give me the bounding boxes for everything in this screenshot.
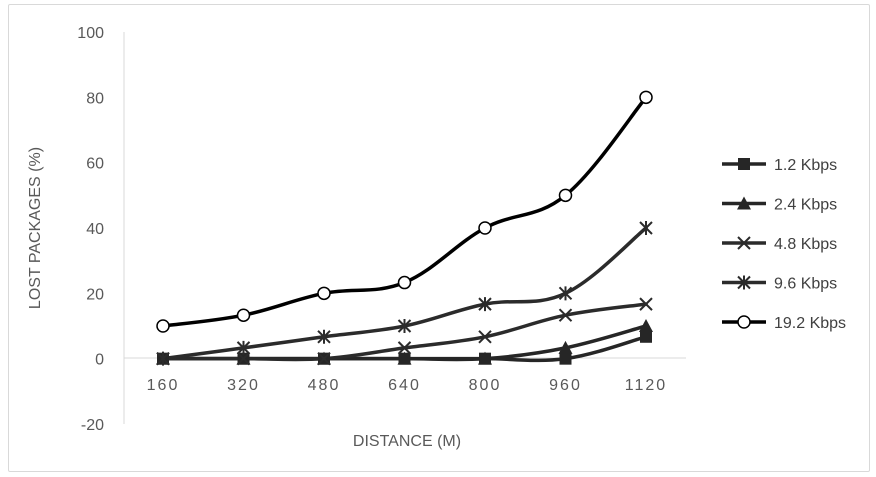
- series-line: [161, 95, 648, 328]
- x-tick-label: 640: [388, 377, 421, 394]
- y-tick-label: 100: [77, 25, 104, 42]
- y-tick-labels: 100 80 60 40 20 0 -20: [77, 25, 104, 434]
- x-tick-label: 160: [147, 377, 180, 394]
- x-tick-label: 960: [549, 377, 582, 394]
- data-point: [478, 221, 492, 235]
- data-point: [317, 329, 331, 344]
- data-point: [397, 351, 412, 365]
- data-point: [236, 340, 251, 355]
- legend: 1.2 Kbps 2.4 Kbps 4.8 Kbps 9.6 Kbps 19.2 Kbp…: [722, 157, 846, 332]
- legend-marker: [737, 315, 751, 329]
- data-point: [236, 308, 251, 322]
- legend-label: 1.2 Kbps: [774, 157, 837, 174]
- data-point: [478, 297, 492, 312]
- data-point: [558, 340, 573, 354]
- data-point: [156, 351, 170, 366]
- data-point: [639, 319, 653, 332]
- y-tick-label: 0: [95, 352, 104, 369]
- data-point: [639, 221, 653, 235]
- data-point: [639, 90, 653, 105]
- legend-label: 4.8 Kbps: [774, 236, 837, 253]
- legend-item: 19.2 Kbps: [722, 315, 846, 332]
- data-point: [397, 319, 412, 333]
- data-point: [317, 286, 331, 301]
- legend-marker: [737, 236, 751, 250]
- data-point: [478, 330, 492, 344]
- legend-label: 19.2 Kbps: [774, 315, 846, 332]
- x-tick-label: 1120: [625, 377, 667, 394]
- data-point: [558, 308, 573, 322]
- data-point: [397, 341, 412, 355]
- legend-label: 2.4 Kbps: [774, 197, 837, 214]
- data-point: [397, 275, 412, 290]
- data-point: [640, 330, 652, 343]
- y-tick-label: 60: [86, 156, 104, 173]
- legend-marker: [737, 275, 751, 290]
- data-point: [478, 351, 492, 365]
- x-tick-label: 320: [227, 377, 260, 394]
- series-line: [161, 226, 648, 361]
- y-tick-label: 20: [86, 286, 104, 303]
- legend-item: 9.6 Kbps: [722, 275, 837, 293]
- series-markers: [156, 90, 653, 366]
- axes: [123, 32, 686, 424]
- legend-marker: [738, 158, 750, 170]
- legend-item: 1.2 Kbps: [722, 157, 837, 174]
- y-tick-label: 80: [86, 90, 104, 107]
- x-tick-label: 800: [469, 377, 502, 394]
- data-point: [558, 286, 573, 301]
- data-point: [317, 351, 331, 366]
- x-tick-label: 480: [308, 377, 341, 394]
- y-axis-title: LOST PACKAGES (%): [27, 147, 44, 309]
- data-point: [156, 319, 170, 333]
- legend-item: 2.4 Kbps: [722, 196, 837, 214]
- legend-item: 4.8 Kbps: [722, 236, 837, 253]
- data-point: [558, 188, 573, 203]
- data-point: [236, 351, 251, 366]
- data-point: [559, 352, 572, 365]
- legend-label: 9.6 Kbps: [774, 276, 837, 293]
- data-point: [639, 297, 653, 311]
- legend-marker: [737, 196, 751, 210]
- y-tick-label: -20: [81, 417, 104, 434]
- y-tick-label: 40: [86, 221, 104, 238]
- chart-frame: [8, 4, 870, 472]
- x-tick-labels: 160 320 480 640 800 960 1120: [147, 377, 667, 394]
- x-axis-title: DISTANCE (M): [353, 433, 461, 450]
